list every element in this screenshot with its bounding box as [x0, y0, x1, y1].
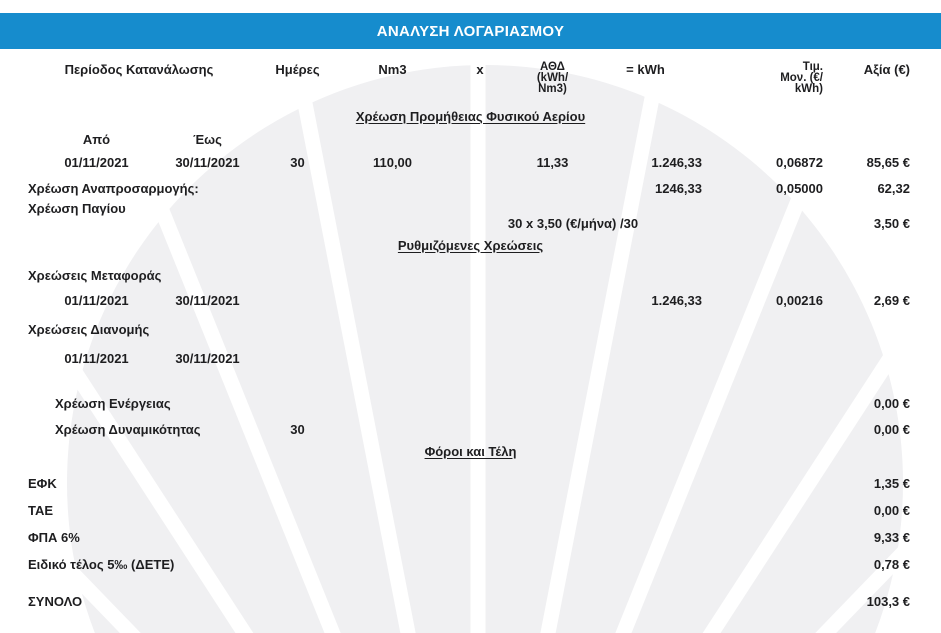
adjustment-unit-price: 0,05000 [776, 180, 823, 196]
distribution-label-row: Χρεώσεις Διανομής [0, 313, 941, 345]
transport-unit-price: 0,00216 [776, 292, 823, 308]
tax-efk-value: 1,35 € [873, 476, 910, 491]
consumption-unit-price: 0,06872 [776, 154, 823, 170]
column-header-multiply: x [476, 62, 484, 77]
adjustment-value: 62,32 [877, 180, 910, 196]
from-to-label-row: Από Έως [0, 129, 941, 149]
distribution-to-date: 30/11/2021 [175, 350, 240, 366]
consumption-kwh: 1.246,33 [651, 154, 702, 170]
distribution-from-date: 01/11/2021 [64, 350, 129, 366]
transport-label: Χρεώσεις Μεταφοράς [28, 267, 162, 283]
consumption-days: 30 [290, 154, 305, 170]
consumption-row: 01/11/2021 30/11/2021 30 110,00 11,33 1.… [0, 149, 941, 175]
regulated-section-heading-row: Ρυθμιζόμενες Χρεώσεις [0, 227, 941, 263]
spacer [0, 371, 941, 390]
bill-analysis-document: ΑΝΑΛΥΣΗ ΛΟΓΑΡΙΑΣΜΟΥ Περίοδος Κατανάλωσης… [0, 13, 941, 614]
consumption-nm3: 110,00 [372, 154, 413, 170]
supply-section-heading-row: Χρέωση Προμήθειας Φυσικού Αερίου [0, 107, 941, 129]
regulated-section-heading: Ρυθμιζόμενες Χρεώσεις [397, 237, 544, 253]
tax-dete-label: Ειδικό τέλος 5‰ (ΔΕΤΕ) [28, 557, 175, 572]
adjustment-label: Χρέωση Αναπροσαρμογής: [28, 180, 199, 196]
column-header-unit-price: Τιμ. Μον. (€/ kWh) [780, 61, 823, 95]
capacity-charge-row: Χρέωση Δυναμικότητας 30 0,00 € [0, 416, 941, 442]
tax-tae-value: 0,00 € [873, 503, 910, 518]
column-header-days: Ημέρες [275, 62, 320, 77]
page-title: ΑΝΑΛΥΣΗ ΛΟΓΑΡΙΑΣΜΟΥ [376, 22, 565, 40]
taxes-section-heading-row: Φόροι και Τέλη [0, 442, 941, 470]
supply-section-heading: Χρέωση Προμήθειας Φυσικού Αερίου [355, 109, 586, 124]
tax-efk-label: ΕΦΚ [28, 476, 57, 491]
tax-fpa-label: ΦΠΑ 6% [28, 530, 80, 545]
energy-charge-label: Χρέωση Ενέργειας [55, 395, 171, 411]
spacer [0, 578, 941, 588]
taxes-section-heading: Φόροι και Τέλη [424, 444, 517, 459]
transport-value: 2,69 € [873, 292, 910, 308]
transport-from-date: 01/11/2021 [64, 292, 129, 308]
transport-to-date: 30/11/2021 [175, 292, 240, 308]
tax-row-tae: ΤΑΕ 0,00 € [0, 497, 941, 524]
adjustment-kwh: 1246,33 [655, 180, 702, 196]
fixed-charge-label: Χρέωση Παγίου [28, 201, 126, 216]
capacity-charge-days: 30 [290, 421, 305, 437]
consumption-to-date: 30/11/2021 [175, 154, 240, 170]
to-label: Έως [193, 131, 222, 147]
distribution-data-row: 01/11/2021 30/11/2021 [0, 345, 941, 371]
transport-label-row: Χρεώσεις Μεταφοράς [0, 263, 941, 287]
total-row: ΣΥΝΟΛΟ 103,3 € [0, 588, 941, 614]
watermark-rays [0, 13, 941, 633]
energy-charge-row: Χρέωση Ενέργειας 0,00 € [0, 390, 941, 416]
fixed-charge-formula: 30 x 3,50 (€/μήνα) /30 [507, 216, 639, 231]
tax-fpa-value: 9,33 € [873, 530, 910, 545]
adjustment-row: Χρέωση Αναπροσαρμογής: 1246,33 0,05000 6… [0, 175, 941, 201]
consumption-value: 85,65 € [866, 154, 910, 170]
distribution-label: Χρεώσεις Διανομής [28, 321, 150, 337]
column-header-value: Αξία (€) [863, 62, 910, 77]
column-header-row: Περίοδος Κατανάλωσης Ημέρες Nm3 x ΑΘΔ (k… [0, 49, 941, 107]
transport-kwh: 1.246,33 [651, 292, 702, 308]
column-header-period: Περίοδος Κατανάλωσης [64, 62, 214, 77]
fixed-charge-value: 3,50 € [873, 216, 910, 231]
fixed-charge-row: Χρέωση Παγίου 30 x 3,50 (€/μήνα) /30 3,5… [0, 201, 941, 231]
capacity-charge-value: 0,00 € [873, 421, 910, 437]
title-bar: ΑΝΑΛΥΣΗ ΛΟΓΑΡΙΑΣΜΟΥ [0, 13, 941, 49]
consumption-athd: 11,33 [536, 154, 569, 170]
consumption-from-date: 01/11/2021 [64, 154, 129, 170]
tax-row-dete: Ειδικό τέλος 5‰ (ΔΕΤΕ) 0,78 € [0, 551, 941, 578]
tax-row-efk: ΕΦΚ 1,35 € [0, 470, 941, 497]
column-header-kwh: = kWh [626, 62, 665, 77]
tax-tae-label: ΤΑΕ [28, 503, 54, 518]
transport-data-row: 01/11/2021 30/11/2021 1.246,33 0,00216 2… [0, 287, 941, 313]
from-label: Από [82, 131, 111, 147]
capacity-charge-label: Χρέωση Δυναμικότητας [55, 421, 201, 437]
total-label: ΣΥΝΟΛΟ [28, 593, 83, 609]
total-value: 103,3 € [866, 593, 910, 609]
energy-charge-value: 0,00 € [873, 395, 910, 411]
sunburst-watermark [0, 13, 941, 633]
tax-dete-value: 0,78 € [873, 557, 910, 572]
column-header-nm3: Nm3 [378, 62, 407, 77]
column-header-athd: ΑΘΔ (kWh/ Nm3) [536, 61, 569, 95]
tax-row-fpa: ΦΠΑ 6% 9,33 € [0, 524, 941, 551]
